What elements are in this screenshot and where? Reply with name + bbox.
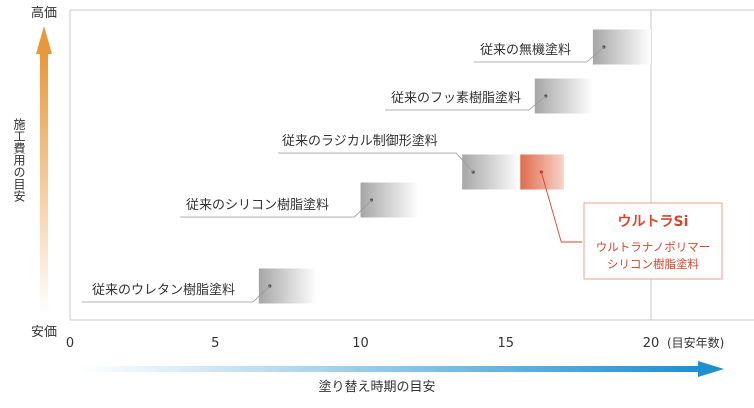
bar (258, 268, 317, 304)
series-label: 従来の無機塗料 (480, 42, 571, 58)
leader-line (278, 152, 474, 173)
featured-title: ウルトラSi (618, 214, 689, 230)
leader-line (180, 199, 372, 218)
x-tick-label: 20 (643, 336, 660, 351)
x-tick-label: 10 (352, 336, 369, 351)
x-unit-label: (目安年数) (667, 335, 724, 350)
y-axis-title: 施工費用の目安 (12, 118, 26, 202)
leader-line (82, 285, 271, 303)
series-label: 従来のウレタン樹脂塗料 (92, 282, 235, 298)
y-arrow-head (36, 26, 52, 54)
series-label: 従来のシリコン樹脂塗料 (186, 197, 329, 213)
series-label: 従来のラジカル制御形塗料 (282, 133, 438, 149)
x-tick-label: 5 (211, 336, 219, 351)
x-tick-label: 15 (497, 336, 514, 351)
y-arrow-shaft (40, 52, 48, 314)
bar (534, 78, 593, 114)
featured-callout-box (583, 202, 723, 280)
bar (360, 182, 419, 218)
y-high-label: 高価 (31, 6, 58, 21)
bar (592, 29, 651, 65)
series-label: 従来のフッ素樹脂塗料 (391, 90, 521, 106)
leader-line (385, 95, 547, 111)
y-low-label: 安価 (31, 325, 58, 340)
leader-line (474, 46, 605, 63)
x-tick-label: 0 (66, 336, 74, 351)
featured-leader-line (540, 171, 583, 243)
x-arrow-shaft (80, 366, 700, 372)
featured-subtitle-line1: ウルトラナノポリマー (596, 240, 710, 254)
x-axis-title: 塗り替え時期の目安 (318, 380, 436, 395)
featured-subtitle-line2: シリコン樹脂塗料 (607, 257, 699, 271)
x-arrow-head (698, 361, 724, 377)
bar (462, 154, 521, 190)
